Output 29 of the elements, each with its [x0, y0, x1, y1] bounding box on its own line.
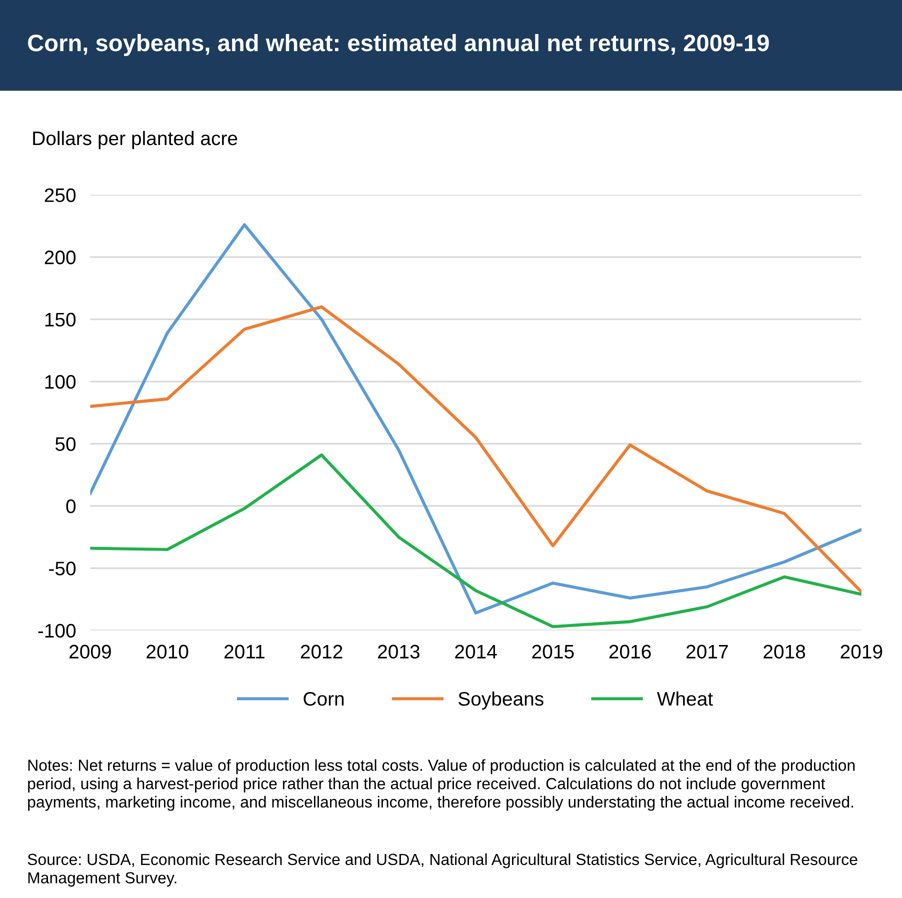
x-tick-label: 2013	[378, 644, 420, 659]
legend-label: Corn	[304, 692, 344, 706]
x-tick-label: 2009	[70, 644, 111, 659]
line-series	[90, 223, 862, 615]
x-tick-label: 2019	[840, 644, 882, 659]
chart-title: Corn, soybeans, and wheat: estimated annual net returns, 2009-19	[28, 34, 769, 56]
line-series	[90, 453, 862, 628]
y-tick-label: 250	[44, 188, 76, 202]
y-tick-label: 200	[44, 250, 76, 264]
x-tick-label: 2018	[764, 644, 806, 659]
y-tick-label: 0	[66, 499, 76, 514]
line-series	[90, 305, 862, 594]
x-tick-label: 2014	[455, 644, 497, 659]
y-tick-label: 100	[45, 374, 76, 389]
x-tick-label: 2011	[224, 644, 264, 659]
x-tick-label: 2016	[609, 644, 651, 659]
x-tick-label: 2015	[532, 644, 574, 659]
legend-label: Wheat	[656, 691, 713, 706]
y-tick-label: 50	[55, 437, 76, 451]
y-tick-label: 150	[45, 312, 76, 327]
source-note: Source: USDA, Economic Research Service and USDA, National Agricultural Statistics Service, Agricultural Resource Management Survey.	[28, 853, 858, 887]
x-tick-label: 2017	[686, 644, 728, 659]
text: Notes: Net returns = value of production less total costs. Value of production is calculated at the end of the production period, using a harvest-period price rather than the actual price received. Calculations do not include government payments, marketing income, and miscellaneous income, therefore possibly understating the actual income received.	[28, 759, 855, 811]
legend-label: Soybeans	[458, 691, 544, 710]
y-tick-label: -50	[49, 562, 76, 576]
y-tick-label: -100	[38, 624, 76, 638]
x-tick-label: 2010	[146, 644, 188, 659]
y-axis-title: Dollars per planted acre	[33, 130, 238, 150]
x-tick-label: 2012	[300, 644, 342, 659]
